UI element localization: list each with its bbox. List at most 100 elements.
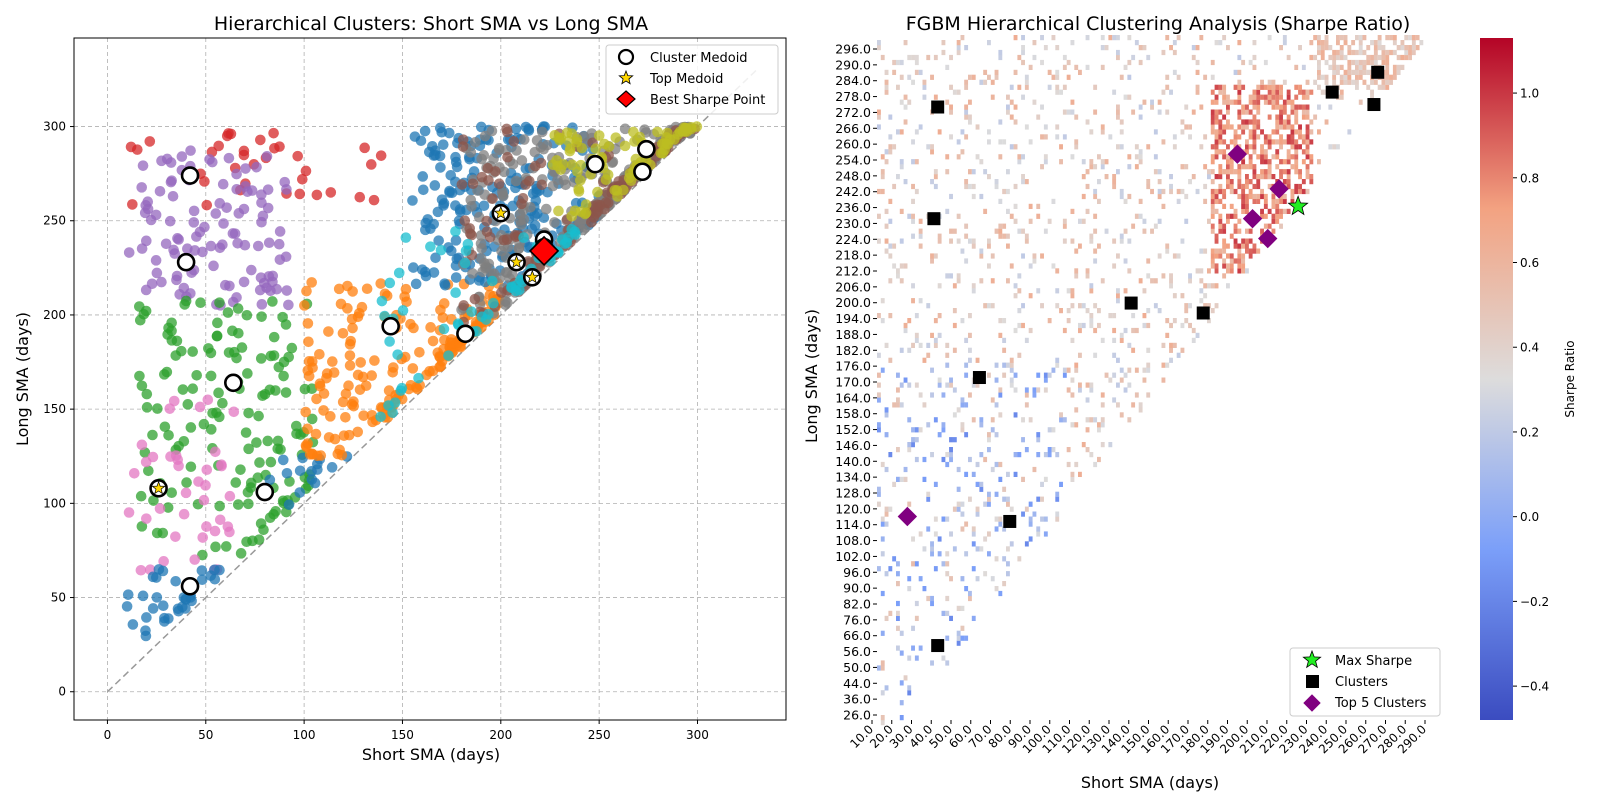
- heatmap-cell: [994, 432, 999, 438]
- heatmap-cell: [1218, 129, 1223, 135]
- scatter-point: [446, 187, 458, 199]
- scatter-point: [268, 127, 279, 139]
- heatmap-cell: [1142, 228, 1147, 234]
- cluster-medoid: [176, 252, 196, 272]
- scatter-point: [152, 403, 163, 414]
- heatmap-cell: [1317, 64, 1321, 71]
- heatmap-cell: [1305, 109, 1310, 115]
- heatmap-cell: [1411, 40, 1416, 46]
- heatmap-cell: [1138, 45, 1143, 51]
- scatter-point: [164, 215, 176, 227]
- heatmap-cell: [1085, 64, 1090, 71]
- heatmap-cell: [907, 586, 912, 592]
- heatmap-cell: [1351, 69, 1356, 76]
- heatmap-cell: [1358, 49, 1363, 56]
- heatmap-cell: [1036, 526, 1041, 532]
- heatmap-cell: [933, 253, 938, 259]
- heatmap-cell: [899, 129, 904, 135]
- scatter-point: [198, 494, 210, 506]
- heatmap-cell: [1036, 496, 1041, 502]
- heatmap-cell: [1275, 149, 1280, 155]
- heatmap-cell: [1074, 248, 1079, 254]
- heatmap-cell: [907, 347, 912, 353]
- heatmap-cell: [1009, 144, 1014, 150]
- heatmap-cell: [1203, 293, 1208, 299]
- scatter-point: [566, 211, 577, 222]
- heatmap-cell: [1248, 238, 1253, 244]
- scatter-point: [157, 527, 169, 539]
- heatmap-cell: [884, 342, 889, 349]
- heatmap-cell: [1260, 149, 1264, 155]
- scatter-point: [549, 217, 560, 228]
- scatter-point: [261, 150, 273, 162]
- heatmap-cell: [1305, 149, 1310, 155]
- heatmap-cell: [971, 526, 976, 532]
- heatmap-cell: [979, 422, 984, 428]
- heatmap-cell: [1252, 198, 1257, 205]
- heatmap-cell: [1021, 437, 1025, 443]
- heatmap-cell: [1195, 188, 1200, 195]
- heatmap-cell: [1279, 124, 1283, 130]
- scatter-point: [159, 421, 171, 433]
- cluster-medoid: [224, 373, 243, 393]
- heatmap-cell: [1294, 119, 1299, 125]
- cluster-medoid: [180, 576, 200, 596]
- heatmap-cell: [1317, 35, 1321, 41]
- heatmap-cell: [1051, 35, 1056, 41]
- heatmap-cell: [979, 193, 984, 200]
- heatmap-cell: [1229, 233, 1234, 239]
- cluster-medoid: [637, 139, 656, 159]
- heatmap-cell: [1078, 69, 1082, 76]
- heatmap-cell: [1305, 114, 1310, 120]
- heatmap-cell: [1279, 139, 1283, 145]
- heatmap-cell: [998, 119, 1003, 125]
- heatmap-cell: [1237, 109, 1242, 115]
- heatmap-cell: [1252, 40, 1257, 46]
- heatmap-cell: [1389, 35, 1393, 41]
- heatmap-cell: [1097, 456, 1101, 463]
- scatter-point: [167, 190, 179, 202]
- heatmap-y-tick-label: 108.0: [835, 533, 871, 548]
- heatmap-cell: [1294, 183, 1299, 190]
- heatmap-cell: [956, 407, 961, 413]
- heatmap-cell: [903, 322, 908, 329]
- heatmap-cell: [1275, 114, 1280, 120]
- heatmap-cell: [1275, 154, 1280, 160]
- heatmap-cell: [884, 149, 889, 155]
- heatmap-cell: [1043, 134, 1048, 140]
- heatmap-cell: [1165, 243, 1170, 249]
- heatmap-cell: [1074, 144, 1079, 150]
- heatmap-cell: [1275, 208, 1280, 215]
- heatmap-cell: [1214, 154, 1219, 160]
- heatmap-cell: [1104, 45, 1109, 51]
- heatmap-cell: [1286, 89, 1291, 95]
- heatmap-cell: [987, 243, 991, 249]
- heatmap-cell: [1150, 228, 1154, 234]
- heatmap-cell: [1324, 59, 1329, 66]
- heatmap-cell: [1237, 179, 1242, 185]
- heatmap-y-tick-label: 266.0: [835, 121, 871, 136]
- heatmap-cell: [1074, 139, 1079, 145]
- heatmap-cell: [994, 556, 999, 562]
- heatmap-y-tick-label: 296.0: [835, 42, 871, 57]
- heatmap-cell: [945, 273, 950, 279]
- scatter-point: [538, 143, 549, 155]
- scatter-point: [329, 433, 341, 445]
- heatmap-cell: [1210, 228, 1215, 234]
- heatmap-cell: [1085, 308, 1090, 314]
- heatmap-cell: [907, 382, 912, 388]
- heatmap-cell: [918, 298, 923, 304]
- heatmap-cell: [899, 402, 904, 408]
- heatmap-cell: [1093, 228, 1098, 234]
- heatmap-cell: [1260, 94, 1264, 100]
- scatter-point: [467, 178, 479, 190]
- heatmap-cell: [983, 69, 988, 76]
- heatmap-cell: [884, 208, 889, 215]
- heatmap-cell: [998, 49, 1003, 56]
- heatmap-cell: [1377, 84, 1382, 90]
- heatmap-cell: [1218, 139, 1223, 145]
- heatmap-cell: [1218, 40, 1223, 46]
- heatmap-cell: [945, 382, 950, 388]
- heatmap-cell: [971, 382, 976, 388]
